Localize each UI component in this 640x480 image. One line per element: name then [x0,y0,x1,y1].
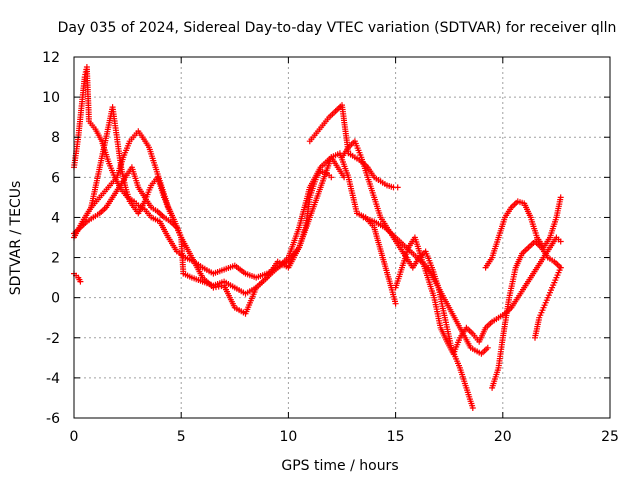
data-point [328,174,335,181]
series-arc-1 [71,270,84,285]
series-arc-12 [532,264,564,341]
y-tick-label: 2 [51,251,60,267]
data-point [77,278,84,285]
data-point [394,184,401,191]
y-tick-label: -4 [46,371,60,387]
x-axis-label: GPS time / hours [281,458,398,474]
plot-frame [73,56,611,419]
axis-ticks: 0 5 10 15 20 25 -6 -4 -2 0 2 4 6 8 10 12 [42,50,619,445]
series-arc-8 [360,214,491,357]
series-arc-6 [306,102,401,191]
data-point [484,344,491,351]
x-tick-label: 5 [177,429,186,445]
x-tick-label: 10 [279,429,297,445]
x-tick-label: 20 [494,429,512,445]
series-arc-7 [339,138,476,411]
y-axis-label: SDTVAR / TECUs [8,181,24,296]
data-point [469,405,476,411]
y-tick-label: 6 [51,170,60,186]
series-arc-10 [482,194,564,271]
y-tick-label: 4 [51,210,60,226]
data-point [557,264,564,271]
y-tick-label: -2 [46,331,60,347]
data-point [167,210,174,217]
x-tick-label: 15 [387,429,405,445]
data-point [392,300,399,307]
x-tick-label: 25 [601,429,619,445]
y-tick-label: 10 [42,90,60,106]
series-arc-5 [88,104,174,217]
y-tick-label: 0 [51,291,60,307]
chart-title: Day 035 of 2024, Sidereal Day-to-day VTE… [58,20,617,36]
y-tick-label: 12 [42,50,60,66]
data-point [557,238,564,245]
series-arc-11 [489,238,564,391]
x-tick-label: 0 [70,429,79,445]
data-series [71,64,564,411]
y-tick-label: 8 [51,130,60,146]
series-arc-2 [71,64,335,281]
y-tick-label: -6 [46,411,60,427]
data-point [557,194,564,201]
series-arc-9 [392,234,564,357]
